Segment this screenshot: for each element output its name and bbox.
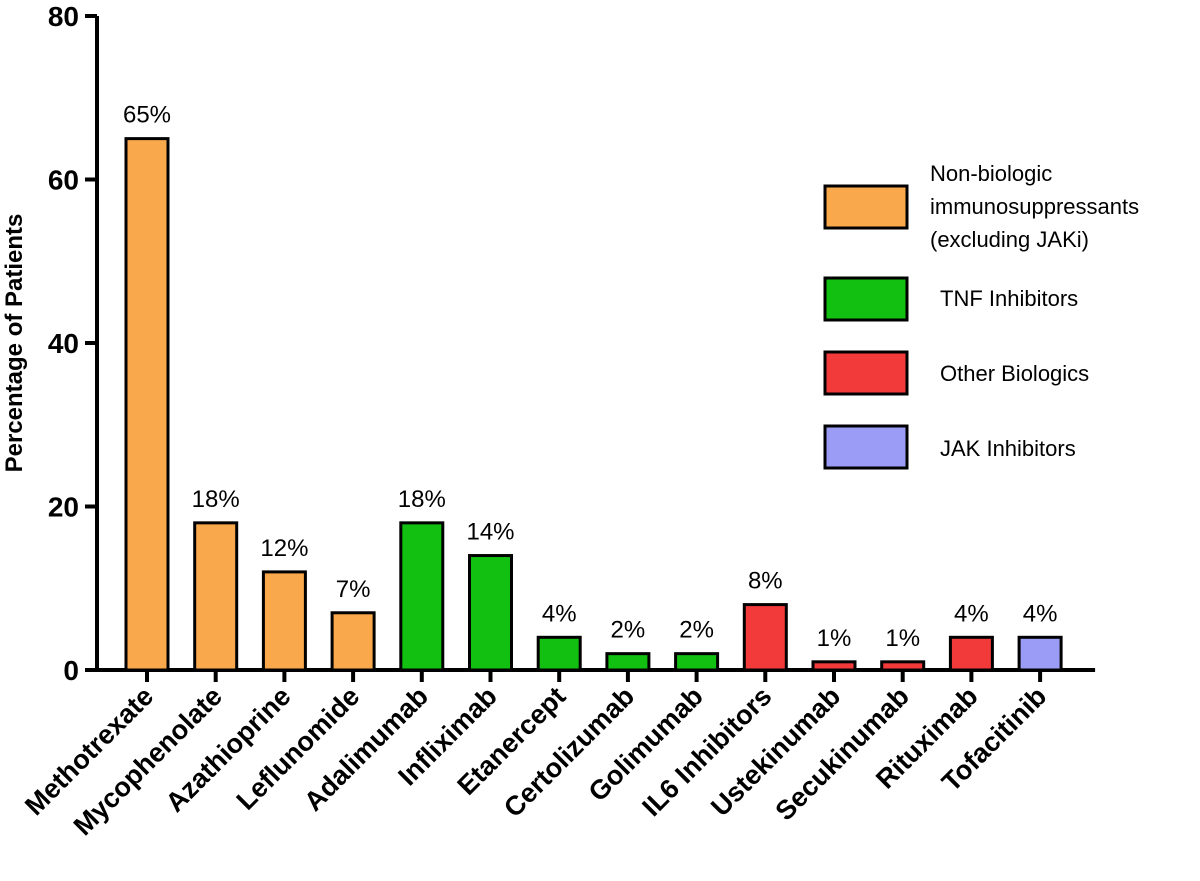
data-label: 4% <box>954 600 989 627</box>
bar <box>948 635 994 672</box>
bar <box>1017 635 1063 672</box>
data-label: 18% <box>398 486 446 513</box>
legend-item: Other Biologics <box>823 350 1089 396</box>
x-tick-labels: MethotrexateMycophenolateAzathioprineLef… <box>19 681 1052 841</box>
legend-swatch <box>823 276 909 322</box>
data-label: 7% <box>336 576 371 603</box>
legend: Non-biologic immunosuppressants (excluding… <box>823 161 1139 470</box>
legend-swatch <box>823 350 909 396</box>
legend-label: (excluding JAKi) <box>930 227 1089 252</box>
y-tick-label: 80 <box>48 1 79 32</box>
bar <box>536 635 582 672</box>
x-axis <box>97 668 1096 682</box>
legend-label: Non-biologic <box>930 161 1052 186</box>
bar <box>742 603 788 672</box>
bar <box>399 521 445 672</box>
bars <box>124 137 1063 672</box>
legend-label: Other Biologics <box>940 361 1089 386</box>
data-label: 65% <box>123 102 171 129</box>
data-label: 2% <box>611 617 646 644</box>
data-label: 14% <box>466 519 514 546</box>
bar <box>468 554 513 672</box>
data-label: 18% <box>192 486 240 513</box>
legend-item: JAK Inhibitors <box>823 424 1076 470</box>
data-labels: 65% 18% 12% 7% 18% 14% 4% 2% 2% 8% 1% 1% 4% 4% <box>123 102 1057 652</box>
data-label: 12% <box>260 535 308 562</box>
data-label: 4% <box>1023 600 1058 627</box>
y-axis-label: Percentage of Patients <box>1 214 28 473</box>
bar <box>193 521 239 672</box>
bar <box>124 137 170 672</box>
legend-label: immunosuppressants <box>930 194 1139 219</box>
y-tick-label: 60 <box>48 165 79 196</box>
legend-item: TNF Inhibitors <box>823 276 1078 322</box>
bar <box>811 660 857 672</box>
legend-label: TNF Inhibitors <box>940 286 1078 311</box>
data-label: 8% <box>748 568 783 595</box>
y-tick-label: 20 <box>48 492 79 523</box>
data-label: 2% <box>679 617 714 644</box>
bar <box>261 570 307 672</box>
data-label: 1% <box>817 625 852 652</box>
y-axis: 0 20 40 60 80 <box>48 1 99 686</box>
bar <box>880 660 926 672</box>
legend-swatch <box>823 424 909 470</box>
legend-swatch <box>823 184 909 230</box>
data-label: 4% <box>542 600 577 627</box>
bar <box>330 611 376 672</box>
bar <box>674 652 720 672</box>
y-tick-label: 40 <box>48 328 79 359</box>
data-label: 1% <box>885 625 920 652</box>
y-tick-label: 0 <box>63 655 79 686</box>
legend-item: Non-biologic immunosuppressants (excluding… <box>823 161 1139 252</box>
bar <box>605 652 651 672</box>
legend-label: JAK Inhibitors <box>940 436 1076 461</box>
